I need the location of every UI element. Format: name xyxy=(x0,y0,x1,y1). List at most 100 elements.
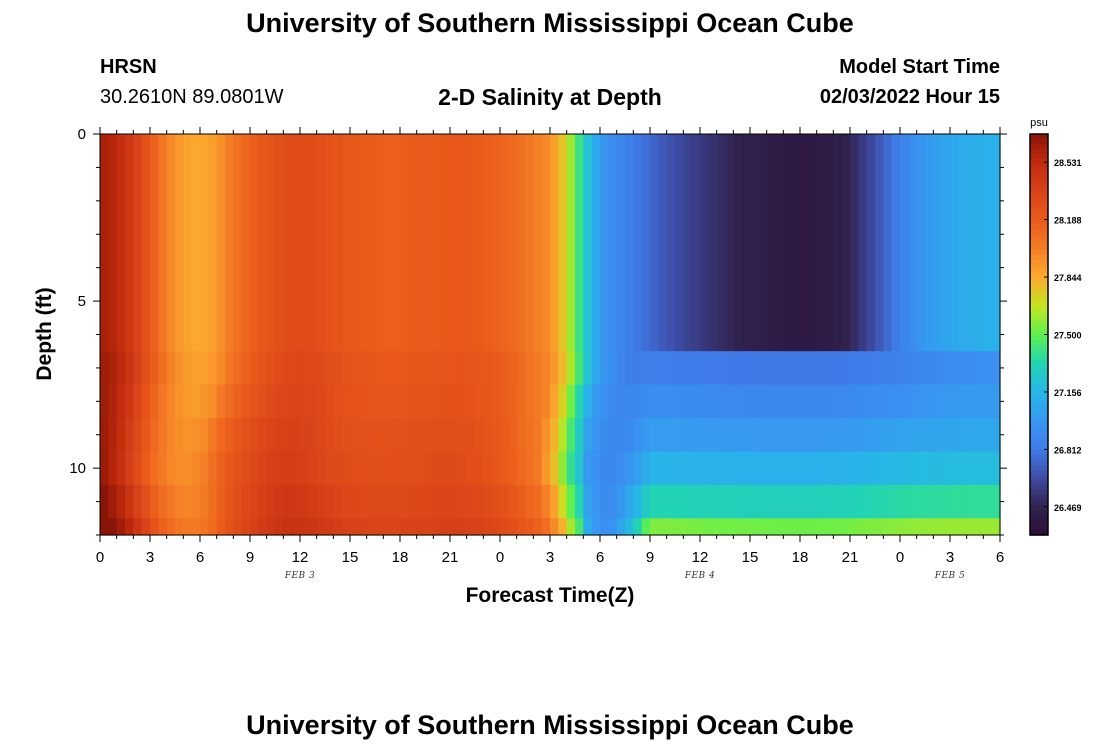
heatmap-cell xyxy=(916,518,926,536)
heatmap-cell xyxy=(258,451,268,486)
heatmap-cell xyxy=(375,484,384,519)
heatmap-cell xyxy=(825,418,834,453)
x-tick-label: 15 xyxy=(742,549,759,566)
heatmap-cell xyxy=(641,518,651,536)
heatmap-cell xyxy=(566,351,576,386)
colorbar-swatch xyxy=(1030,409,1048,416)
heatmap-cell xyxy=(966,518,976,536)
heatmap-cell xyxy=(291,384,301,419)
heatmap-cell xyxy=(550,484,559,519)
heatmap-cell xyxy=(166,134,176,352)
heatmap-cell xyxy=(991,518,1001,536)
heatmap-cell xyxy=(508,484,518,519)
heatmap-cell xyxy=(475,518,484,536)
heatmap-cell xyxy=(958,451,968,486)
heatmap-cell xyxy=(758,351,768,386)
heatmap-cell xyxy=(275,351,284,386)
heatmap-cell xyxy=(966,484,976,519)
colorbar-swatch xyxy=(1030,274,1048,280)
heatmap-cell xyxy=(258,484,268,519)
heatmap-cell xyxy=(616,518,626,536)
heatmap-cell xyxy=(433,134,443,352)
heatmap-cell xyxy=(416,418,426,453)
heatmap-cell xyxy=(500,484,509,519)
heatmap-cell xyxy=(775,484,784,519)
heatmap-cell xyxy=(808,384,818,419)
heatmap-cell xyxy=(508,418,518,453)
heatmap-cell xyxy=(541,451,551,486)
heatmap-cell xyxy=(216,518,226,536)
heatmap-cell xyxy=(516,418,526,453)
heatmap-cell xyxy=(733,351,743,386)
heatmap-cell xyxy=(591,451,601,486)
heatmap-cell xyxy=(316,418,326,453)
heatmap-cell xyxy=(541,484,551,519)
heatmap-cell xyxy=(766,384,776,419)
heatmap-cell xyxy=(291,418,301,453)
heatmap-cell xyxy=(266,134,276,352)
heatmap-cell xyxy=(625,484,634,519)
heatmap-cell xyxy=(391,418,401,453)
y-axis-label: Depth (ft) xyxy=(33,287,56,381)
heatmap-cell xyxy=(633,418,643,453)
heatmap-cell xyxy=(291,484,301,519)
x-tick-label: 3 xyxy=(546,549,554,566)
colorbar-swatch xyxy=(1030,244,1048,250)
heatmap-cell xyxy=(750,451,759,486)
heatmap-cell xyxy=(166,384,176,419)
heatmap-cell xyxy=(466,418,476,453)
heatmap-cell xyxy=(300,518,309,536)
heatmap-cell xyxy=(350,134,359,352)
heatmap-cell xyxy=(241,351,251,386)
heatmap-cell xyxy=(775,451,784,486)
heatmap-cell xyxy=(475,384,484,419)
heatmap-cell xyxy=(908,384,918,419)
heatmap-cell xyxy=(883,451,893,486)
heatmap-cell xyxy=(866,484,876,519)
heatmap-cell xyxy=(250,418,259,453)
heatmap-cell xyxy=(125,384,134,419)
heatmap-cell xyxy=(608,351,618,386)
heatmap-cell xyxy=(683,518,693,536)
heatmap-cell xyxy=(175,484,184,519)
heatmap-cell xyxy=(791,351,801,386)
heatmap-cell xyxy=(600,518,609,536)
heatmap-cell xyxy=(116,518,126,536)
heatmap-cell xyxy=(808,351,818,386)
heatmap-cell xyxy=(200,418,209,453)
heatmap-cell xyxy=(575,384,584,419)
colorbar-swatch xyxy=(1030,419,1048,426)
salinity-heatmap-chart: 0 3 6 9 12 15 18 21 0 3 6 9 12 15 18 21 0 3 6 FEB 3 FEB 4 FEB… xyxy=(69,117,1081,581)
x-tick-label: 12 xyxy=(692,549,709,566)
heatmap-cell xyxy=(941,384,951,419)
heatmap-cell xyxy=(966,418,976,453)
heatmap-cell xyxy=(425,134,434,352)
heatmap-cell xyxy=(208,134,218,352)
heatmap-cell xyxy=(708,134,718,352)
heatmap-cell xyxy=(758,484,768,519)
heatmap-cell xyxy=(533,134,543,352)
y-tick-label: 10 xyxy=(69,460,86,477)
heatmap-cell xyxy=(650,134,659,352)
heatmap-cell xyxy=(750,518,759,536)
heatmap-cell xyxy=(350,351,359,386)
heatmap-cell xyxy=(675,384,684,419)
x-tick-label: 15 xyxy=(342,549,359,566)
heatmap-cell xyxy=(441,351,451,386)
heatmap-cell xyxy=(975,351,984,386)
colorbar-unit: psu xyxy=(1030,117,1048,129)
heatmap-cell xyxy=(775,518,784,536)
heatmap-cell xyxy=(608,418,618,453)
x-tick-label: 0 xyxy=(96,549,104,566)
colorbar-swatch xyxy=(1030,529,1048,536)
heatmap-cell xyxy=(483,484,493,519)
heatmap-cell xyxy=(158,518,168,536)
heatmap-cell xyxy=(800,351,809,386)
heatmap-cell xyxy=(383,451,393,486)
heatmap-cell xyxy=(633,351,643,386)
colorbar-swatch xyxy=(1030,469,1048,476)
heatmap-cell xyxy=(208,351,218,386)
heatmap-cell xyxy=(350,518,359,536)
heatmap-cell xyxy=(583,384,593,419)
heatmap-cell xyxy=(833,134,843,352)
